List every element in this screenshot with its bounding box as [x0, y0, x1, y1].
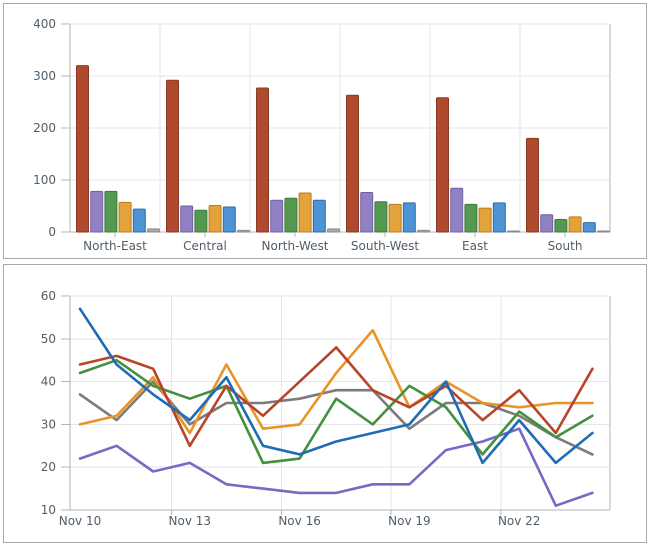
x-axis-label: Nov 22	[498, 514, 541, 528]
x-axis-label: Central	[183, 239, 227, 253]
bar-rust-0	[76, 65, 89, 233]
bar-blue-2	[312, 199, 326, 233]
y-axis-label: 300	[33, 69, 56, 83]
bar-purple-0	[90, 190, 104, 233]
y-axis-label: 20	[41, 460, 56, 474]
bar-green-2	[284, 197, 298, 233]
line-series-blue	[78, 307, 594, 465]
line-series-green	[78, 358, 594, 465]
bar-blue-3	[402, 202, 416, 233]
y-axis-label: 40	[41, 375, 56, 389]
bar-orange-5	[568, 216, 582, 233]
bar-blue-4	[492, 202, 506, 233]
bar-green-5	[554, 219, 568, 233]
x-axis-label: Nov 10	[59, 514, 102, 528]
y-axis-label: 400	[33, 17, 56, 31]
bar-blue-5	[582, 222, 596, 233]
bar-green-3	[374, 201, 388, 233]
line-chart-panel: 10 20 30 40 50 60 Nov 10 Nov 13 Nov 16 Nov 19 Nov …	[3, 264, 647, 543]
bar-gray-4	[507, 230, 520, 233]
bar-orange-0	[118, 201, 132, 233]
x-axis-label: North-West	[262, 239, 329, 253]
bar-rust-3	[346, 94, 359, 233]
x-axis-label: Nov 19	[388, 514, 431, 528]
bar-gray-1	[237, 229, 250, 233]
bar-gray-2	[327, 228, 340, 233]
bar-rust-5	[526, 137, 539, 233]
bar-green-4	[464, 203, 478, 233]
x-axis-label: South	[548, 239, 583, 253]
bar-gray-0	[147, 228, 160, 233]
y-axis-label: 100	[33, 173, 56, 187]
bar-rust-2	[256, 87, 269, 233]
bar-purple-4	[450, 187, 464, 233]
bar-chart-panel: 0 100 200 300 400 North-East Central North-West…	[3, 3, 647, 259]
y-axis-label: 30	[41, 417, 56, 431]
y-axis-label: 60	[41, 289, 56, 303]
bar-orange-1	[208, 205, 222, 233]
bar-green-0	[104, 190, 118, 233]
bar-orange-3	[388, 203, 402, 233]
line-series-red	[78, 346, 594, 448]
bar-rust-4	[436, 97, 449, 233]
x-axis-label: Nov 13	[169, 514, 212, 528]
bar-purple-2	[270, 199, 284, 233]
x-axis-label: East	[462, 239, 488, 253]
y-axis-label: 200	[33, 121, 56, 135]
bar-orange-4	[478, 207, 492, 233]
bar-blue-1	[222, 206, 236, 233]
bar-chart: 0 100 200 300 400 North-East Central North-West…	[33, 17, 611, 253]
line-chart: 10 20 30 40 50 60 Nov 10 Nov 13 Nov 16 Nov 19 Nov …	[41, 289, 611, 528]
x-axis-label: South-West	[351, 239, 420, 253]
bar-orange-2	[298, 192, 312, 233]
y-axis-label: 10	[41, 503, 56, 517]
x-axis-label: North-East	[83, 239, 147, 253]
bar-gray-3	[417, 229, 430, 233]
bar-purple-3	[360, 192, 374, 233]
y-axis-label: 50	[41, 332, 56, 346]
bar-rust-1	[166, 79, 179, 233]
bar-purple-5	[540, 214, 554, 233]
bar-purple-1	[180, 205, 194, 233]
y-axis-label: 0	[48, 225, 56, 239]
bar-gray-5	[597, 230, 610, 233]
x-axis-label: Nov 16	[278, 514, 321, 528]
bar-blue-0	[132, 208, 146, 233]
bar-green-1	[194, 209, 208, 233]
